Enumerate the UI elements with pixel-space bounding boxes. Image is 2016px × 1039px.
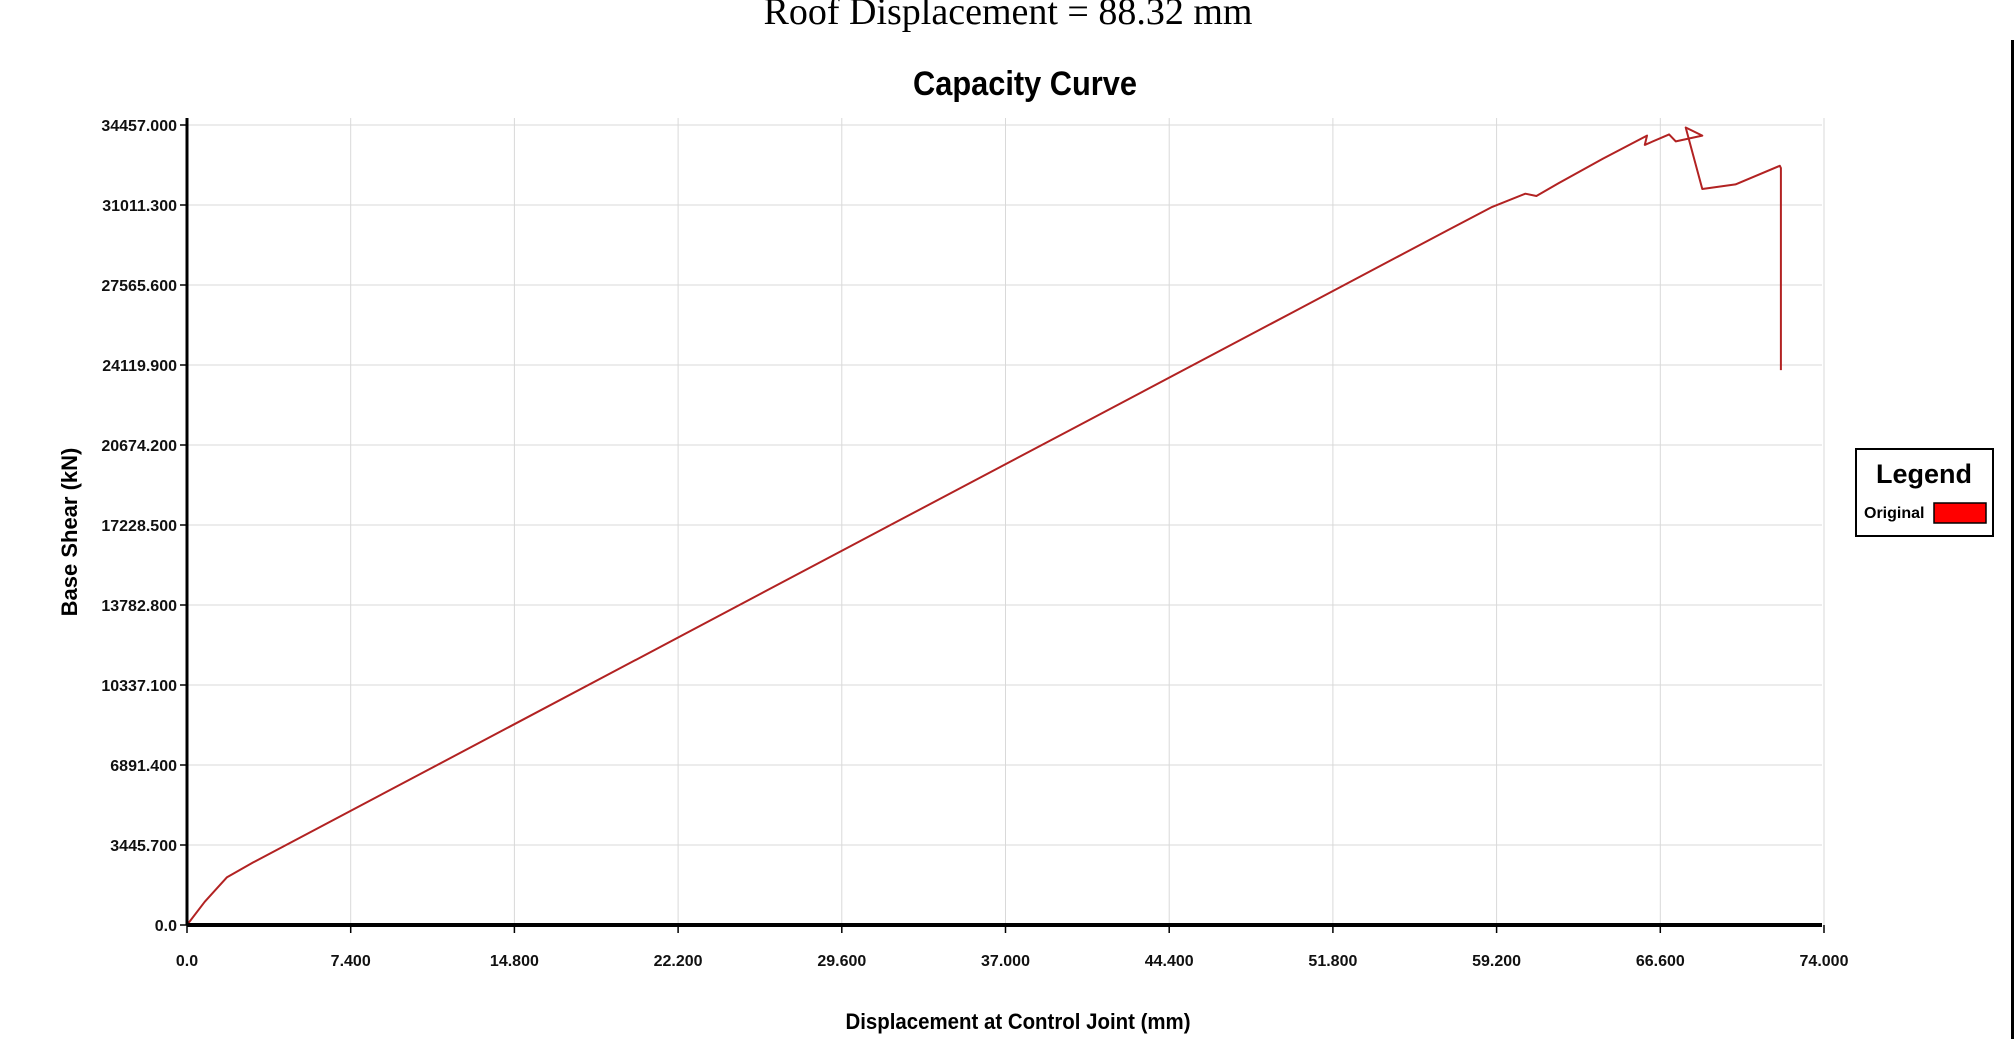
legend-box: Legend Original [1855,448,1994,537]
x-tick-label: 22.200 [654,953,703,970]
y-tick-label: 27565.600 [101,278,177,295]
legend-entry-original-swatch [1933,502,1987,524]
y-tick-labels: 0.0 3445.700 6891.400 10337.100 13782.800 172… [101,118,187,935]
x-tick-label: 0.0 [176,953,198,970]
x-tick-label: 29.600 [817,953,866,970]
grid-lines [187,118,1825,925]
y-tick-label: 13782.800 [101,598,177,615]
y-tick-label: 0.0 [155,918,177,935]
chart-title: Capacity Curve [913,65,1137,103]
legend-entry-original-label: Original [1864,505,1924,522]
y-tick-label: 20674.200 [101,438,177,455]
y-tick-label: 24119.900 [102,358,177,375]
series-line-original [186,126,1782,926]
y-tick-label: 31011.300 [102,198,177,215]
x-tick-label: 59.200 [1472,953,1521,970]
y-tick-label: 10337.100 [101,678,177,695]
y-tick-label: 6891.400 [110,758,177,775]
x-tick-label: 74.000 [1800,953,1849,970]
x-tick-labels: 0.0 7.400 14.800 22.200 29.600 37.000 44.400 51… [176,925,1849,970]
y-axis-label: Base Shear (kN) [57,448,82,617]
x-tick-label: 66.600 [1636,953,1685,970]
roof-displacement-caption: Roof Displacement = 88.32 mm [763,0,1253,33]
x-tick-label: 37.000 [981,953,1030,970]
series-layer [186,126,1782,926]
x-axis-label: Displacement at Control Joint (mm) [846,1009,1191,1034]
x-tick-label: 7.400 [331,953,371,970]
x-tick-label: 44.400 [1145,953,1194,970]
x-tick-label: 51.800 [1308,953,1357,970]
y-tick-label: 3445.700 [110,838,177,855]
page-edge-divider [2011,40,2014,1039]
y-tick-label: 34457.000 [101,118,177,135]
y-tick-label: 17228.500 [101,518,177,535]
x-tick-label: 14.800 [490,953,539,970]
legend-title: Legend [1876,459,1972,489]
